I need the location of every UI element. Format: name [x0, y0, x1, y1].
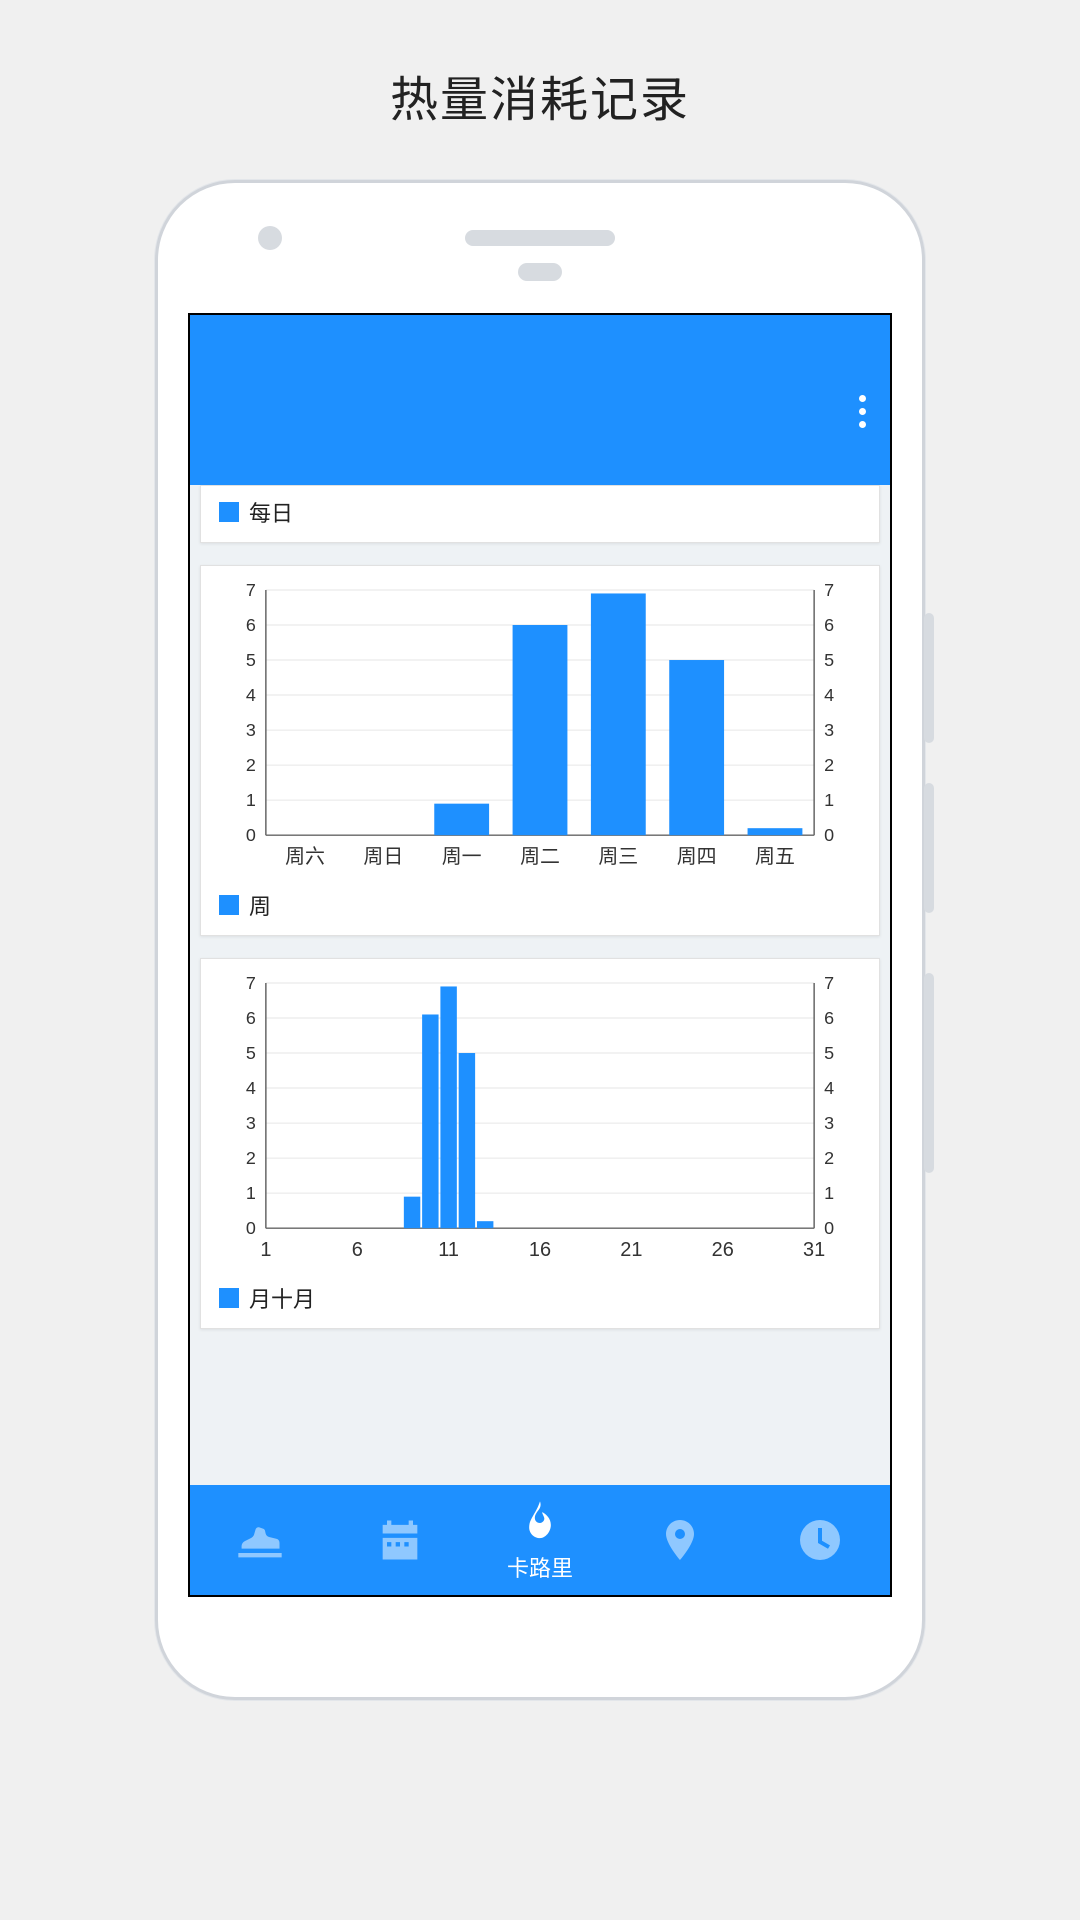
svg-text:5: 5: [246, 1043, 256, 1063]
svg-text:2: 2: [824, 755, 834, 775]
bar: [748, 828, 803, 835]
svg-text:3: 3: [824, 720, 834, 740]
bar: [513, 625, 568, 835]
phone-side-button: [924, 783, 934, 913]
svg-text:31: 31: [803, 1239, 825, 1261]
legend-swatch: [219, 895, 239, 915]
legend-daily: 每日: [201, 486, 879, 542]
svg-text:4: 4: [824, 1078, 834, 1098]
svg-text:0: 0: [246, 825, 256, 845]
legend-week: 周: [201, 879, 879, 935]
phone-frame: 每日 0011223344556677周六周日周一周二周三周四周五 周 0011…: [155, 180, 925, 1700]
page-title: 热量消耗记录: [0, 0, 1080, 160]
calendar-icon: [374, 1514, 426, 1566]
svg-text:6: 6: [352, 1239, 363, 1261]
nav-item-location[interactable]: [635, 1516, 725, 1564]
fire-icon: [514, 1497, 566, 1549]
svg-text:0: 0: [824, 825, 834, 845]
svg-text:1: 1: [246, 790, 256, 810]
shoe-icon: [234, 1514, 286, 1566]
content-scroll[interactable]: 每日 0011223344556677周六周日周一周二周三周四周五 周 0011…: [190, 485, 890, 1485]
svg-text:26: 26: [712, 1239, 734, 1261]
nav-item-clock[interactable]: [775, 1516, 865, 1564]
svg-text:5: 5: [246, 650, 256, 670]
nav-item-calendar[interactable]: [355, 1514, 445, 1566]
nav-item-shoe[interactable]: [215, 1514, 305, 1566]
bar: [434, 804, 489, 836]
svg-text:2: 2: [824, 1148, 834, 1168]
svg-text:7: 7: [246, 580, 256, 600]
svg-text:0: 0: [246, 1218, 256, 1238]
app-header: [190, 315, 890, 485]
legend-label: 周: [249, 889, 271, 921]
svg-text:0: 0: [824, 1218, 834, 1238]
overflow-menu-icon[interactable]: [859, 395, 866, 428]
svg-text:3: 3: [824, 1113, 834, 1133]
svg-text:6: 6: [824, 615, 834, 635]
svg-text:6: 6: [824, 1008, 834, 1028]
svg-text:3: 3: [246, 720, 256, 740]
legend-label: 每日: [249, 496, 293, 528]
nav-item-calorie[interactable]: 卡路里: [495, 1497, 585, 1583]
legend-month: 月十月: [201, 1272, 879, 1328]
svg-text:7: 7: [246, 973, 256, 993]
phone-sensor: [518, 263, 562, 281]
svg-text:6: 6: [246, 1008, 256, 1028]
phone-side-button: [924, 613, 934, 743]
svg-text:4: 4: [824, 685, 834, 705]
svg-text:1: 1: [260, 1239, 271, 1261]
svg-text:2: 2: [246, 755, 256, 775]
svg-text:5: 5: [824, 650, 834, 670]
svg-text:7: 7: [824, 580, 834, 600]
svg-text:6: 6: [246, 615, 256, 635]
svg-text:周四: 周四: [677, 846, 717, 868]
location-icon: [656, 1516, 704, 1564]
svg-text:周二: 周二: [520, 846, 560, 868]
clock-icon: [796, 1516, 844, 1564]
svg-text:3: 3: [246, 1113, 256, 1133]
svg-text:周五: 周五: [755, 846, 795, 868]
bar: [404, 1197, 420, 1229]
svg-text:周三: 周三: [598, 846, 638, 868]
svg-text:周日: 周日: [363, 846, 403, 868]
svg-text:周六: 周六: [285, 845, 325, 868]
svg-text:4: 4: [246, 685, 256, 705]
bar: [459, 1053, 475, 1228]
month-chart: 0011223344556677161116212631: [201, 959, 879, 1272]
svg-text:4: 4: [246, 1078, 256, 1098]
svg-text:16: 16: [529, 1239, 551, 1261]
svg-text:5: 5: [824, 1043, 834, 1063]
card-daily: 每日: [200, 485, 880, 543]
nav-label: 卡路里: [507, 1551, 573, 1583]
svg-text:1: 1: [246, 1183, 256, 1203]
bar: [422, 1015, 438, 1229]
legend-label: 月十月: [249, 1282, 315, 1314]
bottom-nav: 卡路里: [190, 1485, 890, 1595]
legend-swatch: [219, 1288, 239, 1308]
legend-swatch: [219, 502, 239, 522]
bar: [440, 987, 456, 1229]
svg-text:1: 1: [824, 1183, 834, 1203]
card-week-chart: 0 0 1 1 2 2 3 3 4 4 5 5 6 6 7 7 周六 周日 周一 周二 周三 周四 周五 周: [200, 565, 880, 936]
phone-camera-dot: [258, 226, 282, 250]
bar: [591, 593, 646, 835]
phone-speaker: [465, 230, 615, 246]
app-screen: 每日 0011223344556677周六周日周一周二周三周四周五 周 0011…: [188, 313, 892, 1597]
svg-text:2: 2: [246, 1148, 256, 1168]
bar: [669, 660, 724, 835]
week-chart: 0 0 1 1 2 2 3 3 4 4 5 5 6 6 7 7 周六 周日 周一 周二 周三 周四 周五: [201, 566, 879, 879]
svg-text:7: 7: [824, 973, 834, 993]
svg-text:1: 1: [824, 790, 834, 810]
phone-side-button: [924, 973, 934, 1173]
bar: [477, 1221, 493, 1228]
svg-text:周一: 周一: [442, 846, 482, 868]
svg-text:11: 11: [438, 1239, 459, 1261]
card-month-chart: 0011223344556677161116212631 月十月: [200, 958, 880, 1329]
svg-text:21: 21: [620, 1239, 642, 1261]
